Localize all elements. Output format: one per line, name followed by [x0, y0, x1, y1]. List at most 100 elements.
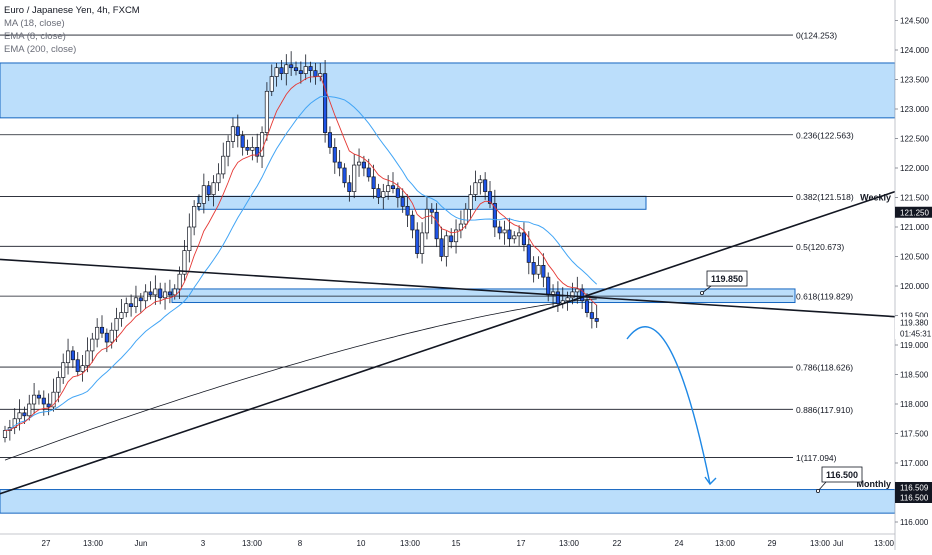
candle-74[interactable]	[361, 155, 366, 177]
candle-13[interactable]	[65, 338, 71, 375]
candle-83[interactable]	[405, 194, 410, 227]
candle-85[interactable]	[415, 222, 420, 259]
candle-12[interactable]	[61, 353, 66, 384]
candle-101[interactable]	[492, 189, 497, 238]
candle-93[interactable]	[454, 219, 459, 254]
candle-121[interactable]	[589, 301, 594, 329]
candle-35[interactable]	[172, 284, 177, 300]
zone-3[interactable]	[0, 489, 896, 514]
candle-61[interactable]	[298, 61, 303, 84]
candle-69[interactable]	[337, 150, 342, 177]
candle-48[interactable]	[235, 114, 240, 148]
candle-87[interactable]	[424, 195, 430, 240]
candle-90[interactable]	[439, 226, 444, 262]
descending-trendline[interactable]	[0, 258, 896, 318]
candle-122[interactable]	[594, 304, 599, 328]
candle-111[interactable]	[541, 253, 546, 288]
projection-arrow[interactable]	[626, 326, 711, 485]
candle-11[interactable]	[56, 371, 61, 403]
candle-57[interactable]	[279, 60, 284, 81]
candle-16[interactable]	[80, 355, 85, 382]
candle-28[interactable]	[138, 293, 143, 313]
candle-54[interactable]	[264, 82, 269, 141]
candle-92[interactable]	[449, 228, 454, 249]
candle-106[interactable]	[517, 225, 522, 246]
zone-1[interactable]	[197, 195, 647, 210]
weekly-trendline[interactable]	[0, 190, 896, 495]
candle-89[interactable]	[434, 203, 439, 248]
candle-37[interactable]	[182, 239, 187, 281]
candle-18[interactable]	[90, 332, 95, 363]
candle-52[interactable]	[255, 133, 260, 163]
candle-56[interactable]	[274, 62, 279, 87]
candle-27[interactable]	[133, 285, 139, 314]
candle-98[interactable]	[478, 175, 483, 195]
candle-107[interactable]	[521, 222, 527, 252]
candle-20[interactable]	[99, 315, 105, 338]
candle-10[interactable]	[51, 378, 56, 412]
candle-29[interactable]	[143, 284, 148, 310]
candle-30[interactable]	[148, 281, 153, 300]
candle-51[interactable]	[250, 136, 255, 161]
candle-19[interactable]	[95, 318, 100, 348]
candle-17[interactable]	[85, 337, 90, 373]
candle-24[interactable]	[119, 298, 124, 327]
candle-40[interactable]	[196, 194, 202, 212]
candle-5[interactable]	[27, 394, 32, 421]
candle-50[interactable]	[245, 139, 250, 156]
candle-80[interactable]	[390, 172, 396, 194]
candle-25[interactable]	[124, 297, 129, 318]
candle-109[interactable]	[531, 256, 536, 283]
candle-66[interactable]	[323, 60, 328, 143]
candle-86[interactable]	[420, 222, 425, 264]
candle-43[interactable]	[211, 175, 216, 207]
candle-67[interactable]	[327, 126, 333, 154]
candle-114[interactable]	[555, 281, 560, 312]
candle-47[interactable]	[230, 117, 236, 148]
candle-71[interactable]	[347, 175, 352, 202]
candle-58[interactable]	[284, 54, 289, 86]
candle-6[interactable]	[32, 383, 37, 415]
candle-76[interactable]	[371, 164, 376, 199]
candle-79[interactable]	[386, 175, 391, 200]
candle-14[interactable]	[70, 346, 75, 369]
candle-26[interactable]	[129, 294, 134, 317]
candle-116[interactable]	[565, 291, 570, 311]
candle-77[interactable]	[376, 183, 381, 204]
candle-81[interactable]	[395, 182, 400, 208]
candle-41[interactable]	[201, 173, 206, 214]
candle-3[interactable]	[17, 399, 22, 431]
candle-45[interactable]	[221, 142, 226, 179]
candle-78[interactable]	[381, 183, 386, 210]
candle-95[interactable]	[463, 203, 468, 229]
candle-110[interactable]	[536, 256, 541, 279]
candle-84[interactable]	[410, 210, 415, 239]
candle-70[interactable]	[342, 163, 347, 188]
candle-15[interactable]	[75, 352, 80, 377]
candle-49[interactable]	[240, 130, 245, 156]
candle-72[interactable]	[352, 154, 357, 199]
zone-0[interactable]	[0, 62, 896, 119]
callout-0[interactable]: 119.850	[700, 270, 748, 295]
candle-23[interactable]	[114, 307, 119, 343]
candle-59[interactable]	[289, 51, 294, 76]
candle-44[interactable]	[216, 163, 221, 192]
candle-96[interactable]	[468, 185, 473, 220]
candle-39[interactable]	[192, 200, 197, 236]
candle-82[interactable]	[400, 188, 405, 213]
candle-68[interactable]	[332, 138, 337, 174]
candle-102[interactable]	[497, 220, 502, 240]
candle-104[interactable]	[507, 217, 512, 248]
candle-31[interactable]	[153, 275, 158, 305]
candle-91[interactable]	[444, 231, 449, 267]
candle-63[interactable]	[308, 61, 313, 83]
candle-55[interactable]	[269, 64, 274, 97]
candle-99[interactable]	[483, 172, 488, 200]
candle-38[interactable]	[187, 213, 192, 263]
candle-100[interactable]	[487, 180, 493, 209]
candle-42[interactable]	[206, 180, 211, 202]
candle-88[interactable]	[429, 203, 434, 225]
candle-46[interactable]	[226, 135, 231, 167]
